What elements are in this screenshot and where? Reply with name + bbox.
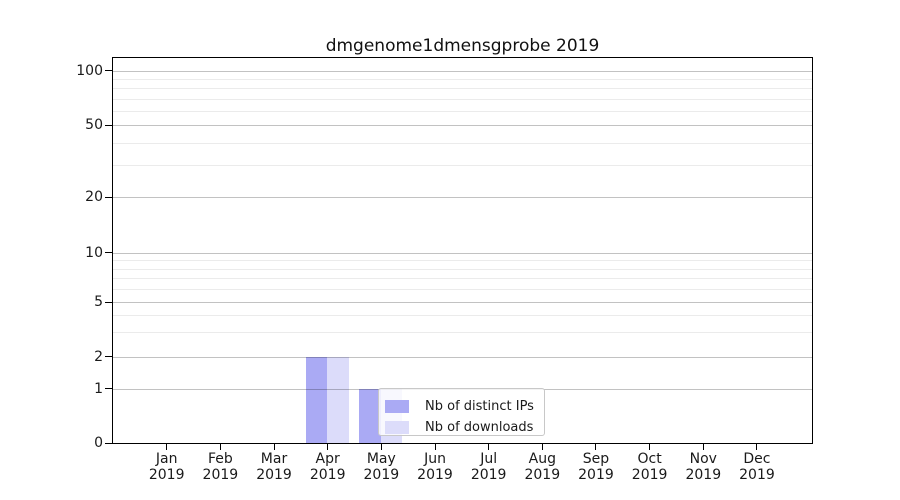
x-tick-label-year: 2019 [202, 467, 239, 483]
x-tick-label-month: Oct [637, 451, 662, 467]
x-tick-label-year: 2019 [309, 467, 346, 483]
y-tick-label-50: 50 [85, 117, 103, 134]
y-tick-2 [105, 356, 112, 357]
bar-nb-of-distinct-ips-may [359, 388, 381, 443]
x-tick-label-aug: Aug 2019 [514, 451, 570, 483]
x-tick-label-month: Jan [155, 451, 178, 467]
gridline-minor-60 [113, 110, 812, 112]
x-tick-label-nov: Nov 2019 [675, 451, 731, 483]
y-tick-label-100: 100 [76, 62, 103, 79]
y-tick-label-5: 5 [94, 294, 103, 310]
gridline-major-5 [113, 302, 812, 303]
x-tick-label-month: Mar [260, 451, 288, 467]
y-tick-label-2: 2 [94, 348, 103, 365]
legend-swatch-downloads-icon [385, 421, 409, 434]
gridline-major-10 [113, 252, 812, 254]
gridline-minor-9 [113, 260, 812, 262]
x-tick-label-month: Dec [743, 451, 771, 467]
x-tick-oct [649, 444, 651, 450]
x-tick-may [380, 444, 382, 450]
x-tick-jan [166, 444, 168, 450]
x-tick-label-feb: Feb 2019 [192, 451, 248, 483]
y-tick-100 [105, 70, 112, 72]
gridline-minor-40 [113, 142, 812, 144]
chart-title: dmgenome1dmensgprobe 2019 [325, 36, 600, 56]
legend-label-downloads: Nb of downloads [425, 420, 534, 435]
x-tick-label-jun: Jun 2019 [407, 451, 463, 483]
y-tick-20 [105, 196, 112, 198]
x-tick-apr [327, 444, 329, 450]
y-tick-0 [105, 442, 112, 444]
gridline-major-20 [113, 197, 812, 199]
x-tick-label-month: May [366, 451, 396, 467]
gridline-minor-30 [113, 165, 812, 167]
x-tick-label-may: May 2019 [353, 451, 409, 483]
y-tick-5 [105, 301, 112, 303]
legend-label-distinct-ips: Nb of distinct IPs [425, 399, 534, 414]
y-tick-50 [105, 124, 112, 126]
y-tick-1 [105, 388, 112, 389]
gridline-minor-90 [113, 78, 812, 80]
x-tick-label-month: Apr [315, 451, 340, 467]
legend-swatch-distinct-ips-icon [385, 400, 409, 413]
gridline-minor-70 [113, 98, 812, 100]
y-tick-label-10: 10 [85, 244, 103, 261]
x-tick-jun [434, 444, 436, 450]
x-tick-aug [541, 444, 543, 450]
x-tick-label-year: 2019 [524, 467, 561, 483]
gridline-minor-80 [113, 88, 812, 90]
x-tick-label-jan: Jan 2019 [139, 451, 195, 483]
y-tick-10 [105, 252, 112, 254]
gridline-major-100 [113, 70, 812, 72]
x-tick-label-month: Sep [582, 451, 610, 467]
y-tick-label-20: 20 [85, 189, 103, 206]
x-tick-label-apr: Apr 2019 [300, 451, 356, 483]
x-tick-label-month: Jun [424, 451, 446, 467]
legend: Nb of distinct IPs Nb of downloads [378, 388, 545, 436]
x-tick-label-dec: Dec 2019 [729, 451, 785, 483]
x-tick-label-month: Jul [480, 451, 498, 467]
legend-entry-distinct-ips: Nb of distinct IPs [385, 396, 538, 417]
x-tick-label-month: Aug [528, 451, 556, 467]
gridline-minor-3 [113, 332, 812, 334]
x-tick-label-month: Nov [689, 451, 717, 467]
gridline-minor-7 [113, 278, 812, 280]
x-tick-sep [595, 444, 597, 450]
gridline-major-50 [113, 125, 812, 127]
x-tick-label-year: 2019 [631, 467, 668, 483]
x-tick-dec [756, 444, 758, 450]
plot-area [112, 57, 813, 444]
x-tick-label-year: 2019 [739, 467, 775, 483]
gridline-minor-4 [113, 315, 812, 317]
x-tick-jul [488, 444, 490, 450]
bar-nb-of-downloads-apr [327, 356, 349, 443]
x-tick-label-jul: Jul 2019 [461, 451, 517, 483]
x-tick-feb [219, 444, 221, 450]
x-tick-nov [702, 444, 704, 450]
x-tick-label-year: 2019 [578, 467, 614, 483]
y-tick-label-0: 0 [94, 435, 103, 451]
x-tick-label-sep: Sep 2019 [568, 451, 624, 483]
x-tick-label-year: 2019 [685, 467, 722, 483]
gridline-minor-6 [113, 289, 812, 291]
x-tick-mar [273, 444, 275, 450]
x-tick-label-mar: Mar 2019 [246, 451, 302, 483]
x-tick-label-year: 2019 [470, 467, 507, 483]
x-tick-label-year: 2019 [417, 467, 453, 483]
x-tick-label-month: Feb [207, 451, 233, 467]
bar-nb-of-distinct-ips-apr [305, 356, 328, 443]
gridline-minor-8 [113, 268, 812, 270]
x-tick-label-year: 2019 [148, 467, 185, 483]
legend-entry-downloads: Nb of downloads [385, 417, 538, 438]
gridline-major-2 [113, 356, 812, 358]
x-tick-label-year: 2019 [256, 467, 292, 483]
x-tick-label-oct: Oct 2019 [622, 451, 678, 483]
y-tick-label-1: 1 [94, 380, 103, 397]
x-tick-label-year: 2019 [363, 467, 400, 483]
